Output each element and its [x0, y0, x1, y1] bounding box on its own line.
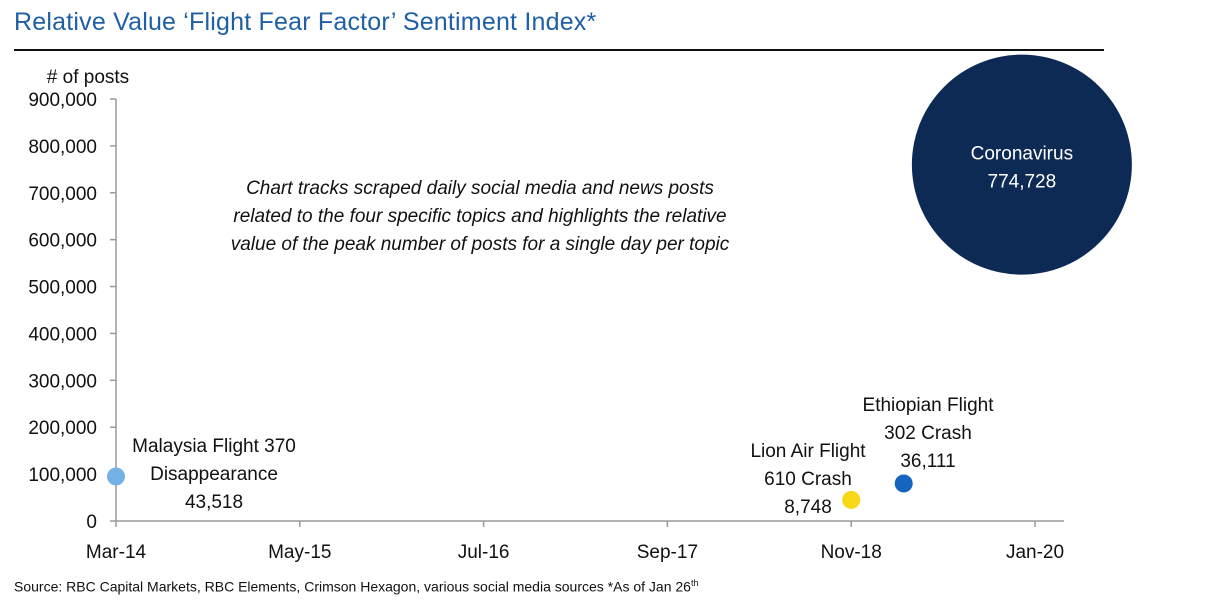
- y-tick-label: 100,000: [28, 465, 97, 486]
- title-divider: [14, 49, 1104, 51]
- y-tick-label: 500,000: [28, 278, 97, 299]
- bubble-label: 774,728: [988, 172, 1057, 193]
- bubble-label: Lion Air Flight: [750, 441, 866, 462]
- bubble-label: 302 Crash: [884, 423, 972, 444]
- bubble: [107, 467, 125, 486]
- bubble-label: 36,111: [900, 451, 955, 472]
- y-tick-label: 900,000: [28, 90, 97, 111]
- x-tick-label: Jan-20: [1006, 542, 1064, 563]
- y-tick-label: 700,000: [28, 184, 97, 205]
- y-tick-label: 0: [86, 512, 97, 533]
- source-note: Source: RBC Capital Markets, RBC Element…: [14, 578, 698, 595]
- annotation-line: related to the four specific topics and …: [233, 206, 726, 227]
- source-superscript: th: [690, 578, 699, 588]
- bubble-label: Ethiopian Flight: [863, 395, 995, 416]
- bubble-label: Coronavirus: [971, 144, 1073, 165]
- bubble-label: Malaysia Flight 370: [132, 436, 296, 457]
- chart-title: Relative Value ‘Flight Fear Factor’ Sent…: [14, 8, 597, 36]
- x-tick-label: Mar-14: [86, 542, 147, 563]
- source-text: Source: RBC Capital Markets, RBC Element…: [14, 578, 691, 595]
- y-tick-label: 300,000: [28, 371, 97, 392]
- x-tick-label: May-15: [268, 542, 331, 563]
- y-tick-label: 200,000: [28, 418, 97, 439]
- annotation-line: value of the peak number of posts for a …: [231, 234, 730, 255]
- annotation-line: Chart tracks scraped daily social media …: [246, 178, 714, 199]
- y-tick-label: 400,000: [28, 324, 97, 345]
- bubble-label: Disappearance: [150, 464, 278, 485]
- bubble: [911, 54, 1132, 275]
- bubble-label: 8,748: [784, 497, 832, 518]
- x-tick-label: Nov-18: [821, 542, 882, 563]
- y-axis-title: # of posts: [47, 67, 129, 88]
- x-tick-label: Sep-17: [637, 542, 698, 563]
- bubble: [894, 474, 913, 493]
- bubble-label: 610 Crash: [764, 469, 852, 490]
- x-tick-label: Jul-16: [458, 542, 510, 563]
- y-tick-label: 600,000: [28, 231, 97, 252]
- bubble: [842, 490, 861, 509]
- y-tick-label: 800,000: [28, 137, 97, 158]
- bubble-label: 43,518: [185, 492, 243, 513]
- bubble-chart: 900,000 800,000 700,000 600,000 500,000 400,0…: [28, 54, 1132, 563]
